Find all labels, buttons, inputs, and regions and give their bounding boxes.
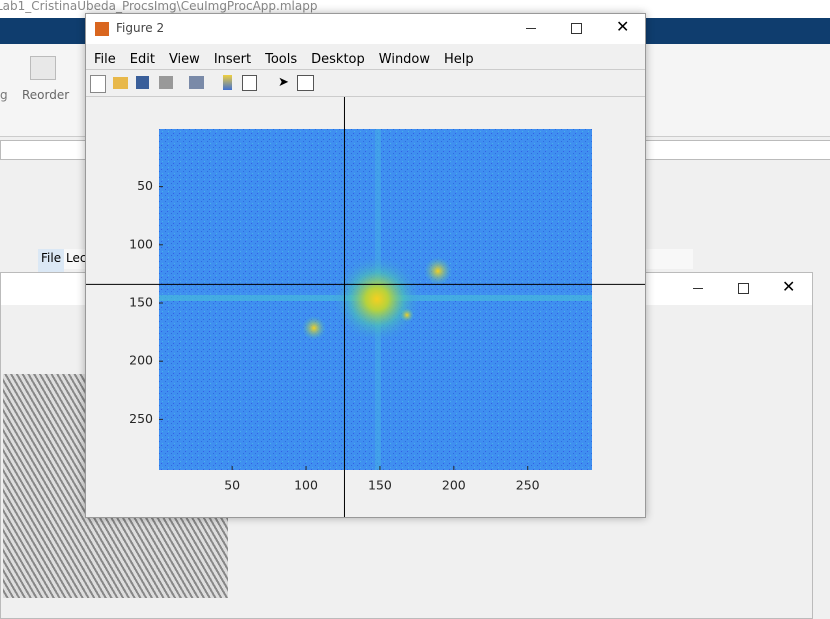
x-tick-label: 100 bbox=[294, 478, 318, 493]
reorder-icon[interactable] bbox=[30, 56, 56, 80]
x-tick-label: 200 bbox=[442, 478, 466, 493]
x-tick-label: 150 bbox=[368, 478, 392, 493]
ribbon-label: g bbox=[0, 88, 8, 102]
x-tick-label: 50 bbox=[224, 478, 240, 493]
open-icon[interactable] bbox=[113, 77, 128, 89]
separator bbox=[86, 96, 645, 97]
print-icon[interactable] bbox=[159, 76, 173, 89]
y-tick-label: 100 bbox=[129, 236, 153, 251]
new-icon[interactable] bbox=[90, 75, 106, 93]
maximize[interactable] bbox=[571, 23, 582, 34]
menu-item[interactable]: View bbox=[168, 52, 200, 67]
matlab-icon bbox=[95, 22, 109, 36]
app-title: Lab1_CristinaUbeda_ProcsImg\CeuImgProcAp… bbox=[0, 0, 318, 13]
menu-item[interactable]: Tools bbox=[265, 52, 298, 67]
menu-item[interactable]: Help bbox=[444, 52, 474, 67]
legend-icon[interactable] bbox=[242, 75, 257, 91]
separator bbox=[86, 69, 645, 70]
menu-item[interactable]: Lec bbox=[66, 251, 87, 265]
figure-menubar: File Edit View Insert Tools Desktop Window Help bbox=[94, 48, 488, 67]
x-tick-label: 250 bbox=[516, 478, 540, 493]
maximize[interactable] bbox=[738, 283, 749, 294]
menu-item[interactable]: Desktop bbox=[311, 52, 365, 67]
spectrum-image bbox=[159, 129, 592, 470]
minimize[interactable] bbox=[526, 28, 536, 29]
y-tick-label: 50 bbox=[137, 178, 153, 193]
close[interactable]: ✕ bbox=[616, 17, 630, 36]
menu-item[interactable]: Window bbox=[378, 52, 431, 67]
menu-item[interactable]: File bbox=[38, 249, 65, 273]
pointer-icon[interactable]: ➤ bbox=[278, 75, 289, 90]
menu-item[interactable]: Edit bbox=[129, 52, 155, 67]
axes: 50 100 150 200 250 50 100 150 200 250 bbox=[86, 97, 645, 517]
menu-item[interactable]: File bbox=[94, 52, 116, 67]
y-tick-label: 150 bbox=[129, 294, 153, 309]
print-figure-icon[interactable] bbox=[189, 76, 204, 89]
menu-item[interactable]: Insert bbox=[213, 52, 252, 67]
reorder-button[interactable]: Reorder bbox=[22, 88, 70, 102]
minimize[interactable] bbox=[693, 288, 703, 289]
figure-window: Figure 2 ✕ File Edit View Insert Tools Deskto… bbox=[85, 13, 646, 518]
save-icon[interactable] bbox=[136, 76, 149, 89]
property-icon[interactable] bbox=[297, 75, 314, 91]
figure-title: Figure 2 bbox=[116, 21, 165, 35]
close[interactable]: ✕ bbox=[782, 277, 796, 296]
toolbar: ➤ bbox=[86, 71, 645, 96]
y-tick-label: 200 bbox=[129, 353, 153, 368]
colorbar-icon[interactable] bbox=[223, 75, 232, 90]
figure-titlebar: Figure 2 ✕ bbox=[86, 14, 645, 44]
y-tick-label: 250 bbox=[129, 411, 153, 426]
